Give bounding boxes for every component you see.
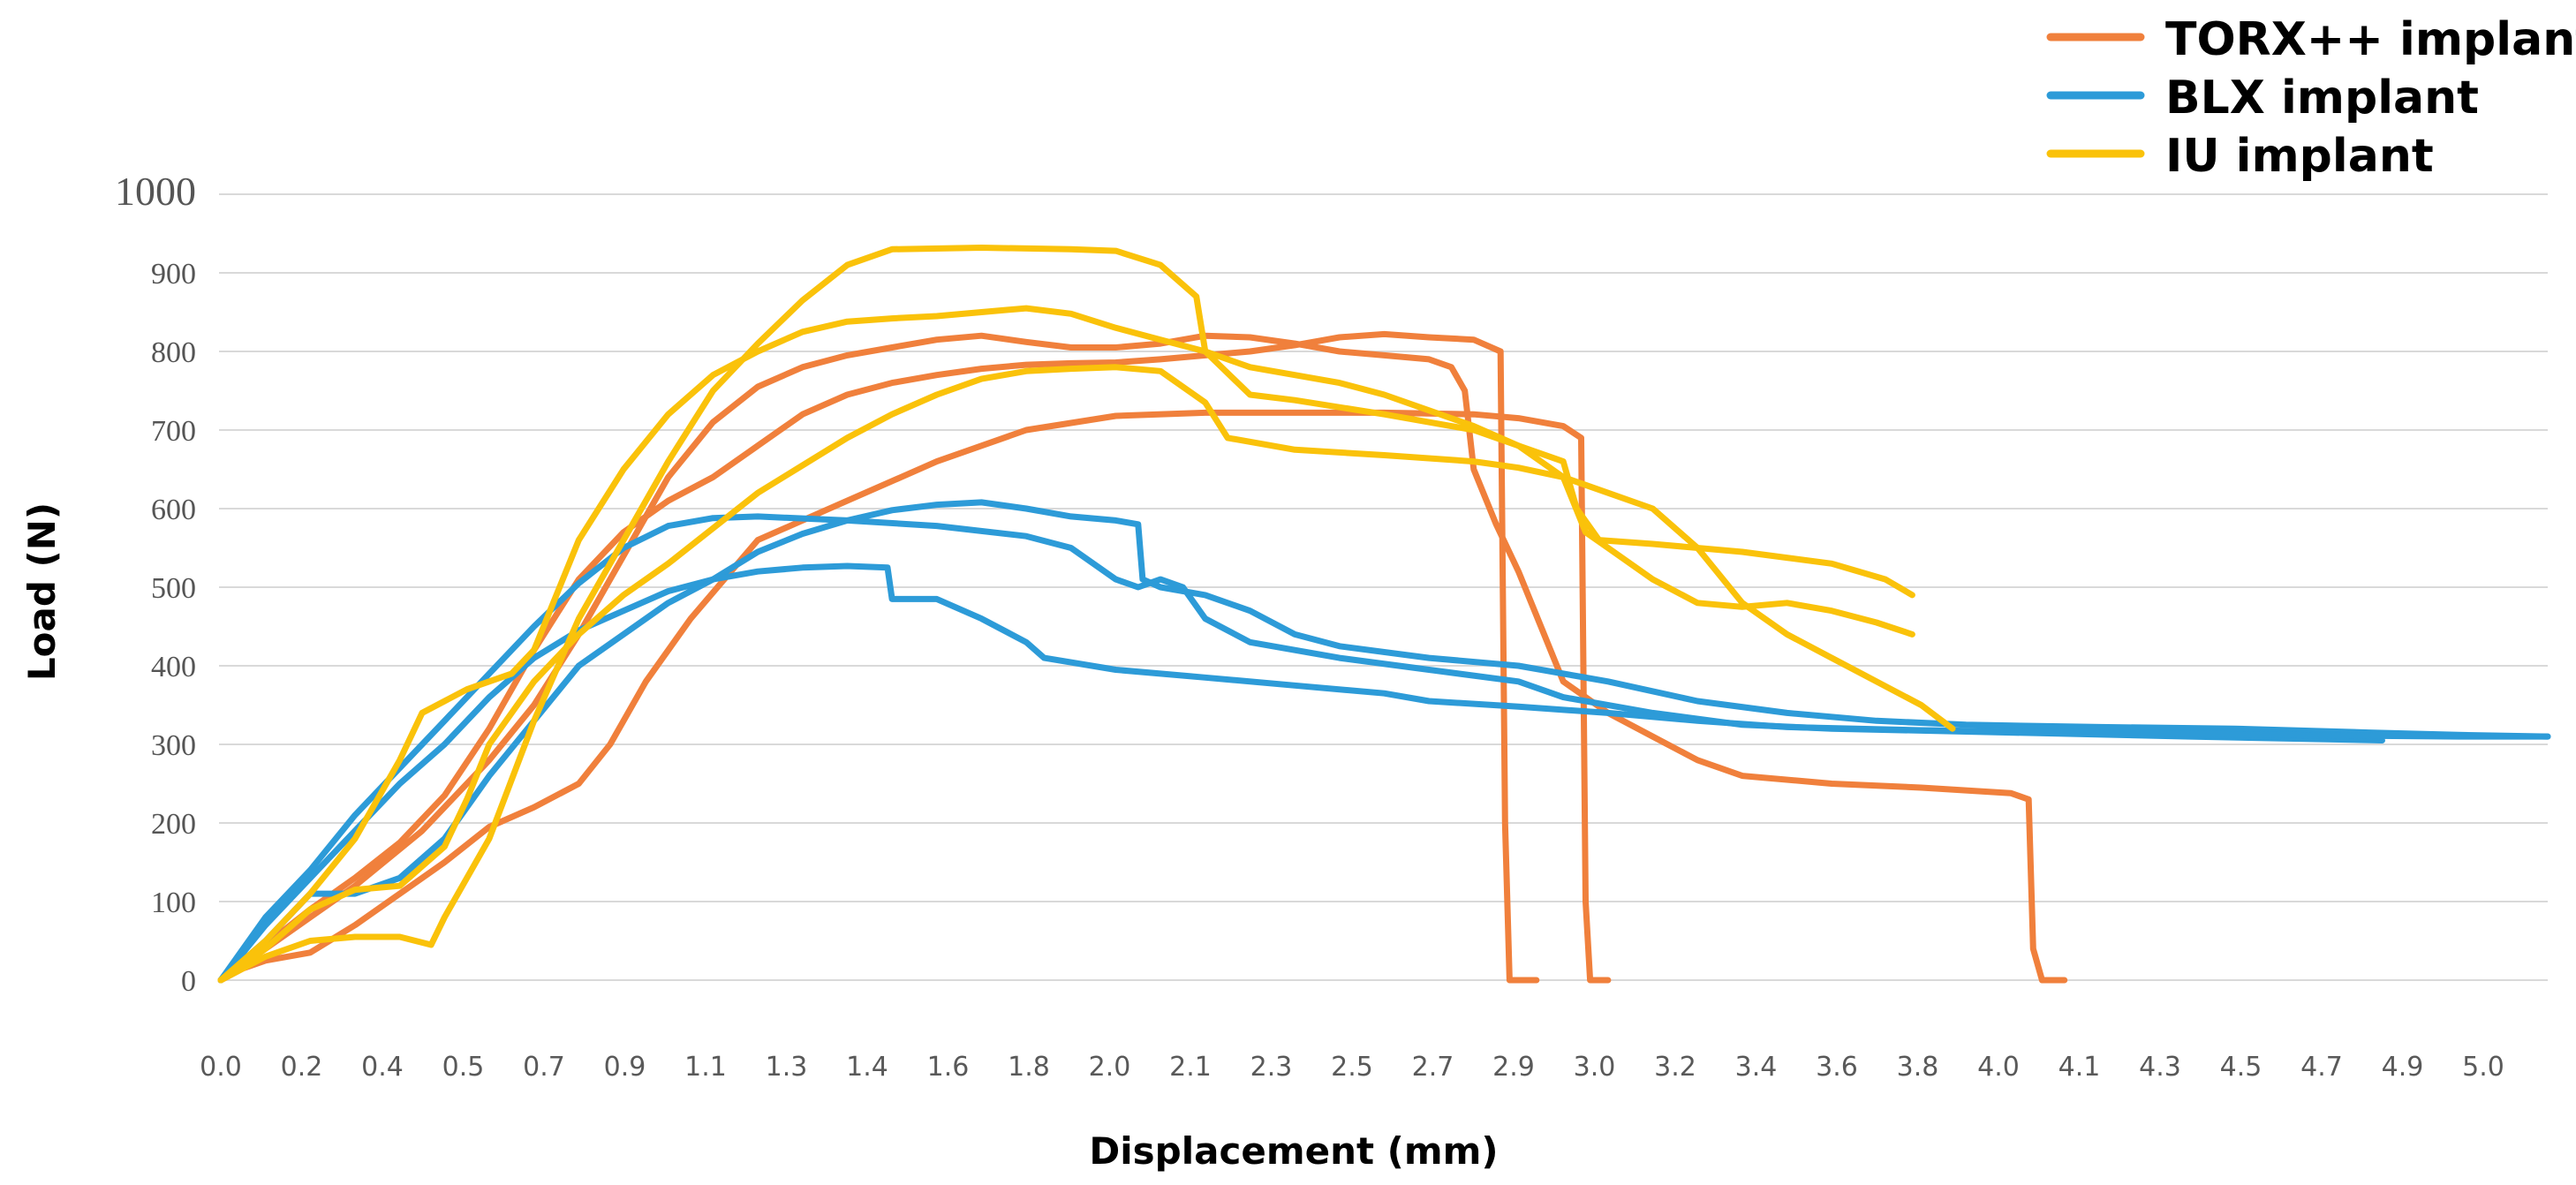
x-tick-label: 1.1 [684,1052,727,1083]
x-tick-label: 2.7 [1412,1052,1454,1083]
plot-area [217,245,2551,984]
x-tick-label: 2.0 [1089,1052,1131,1083]
x-tick-label: 1.4 [846,1052,888,1083]
y-axis-ticks: 0 100 200 300 400 500 600 700 800 900 1000 [115,169,196,998]
series-line-blx-implant-3 [217,499,2551,984]
x-tick-label: 3.6 [1816,1052,1858,1083]
series-line-torx-implant-1 [217,332,2068,984]
y-tick-label: 300 [151,729,196,762]
legend-label-iu: IU implant [2165,130,2434,183]
x-tick-label: 3.0 [1574,1052,1616,1083]
legend: TORX++ implant BLX implant IU implant [2046,13,2576,183]
x-tick-label: 2.1 [1169,1052,1212,1083]
y-tick-label: 1000 [115,169,196,214]
x-tick-label: 4.9 [2382,1052,2424,1083]
y-tick-label: 900 [151,258,196,291]
y-tick-label: 700 [151,415,196,448]
x-axis-ticks: 0.0 0.2 0.4 0.5 0.7 0.9 1.1 1.3 1.4 1.6 1.8 2.0 2.1 2… [200,1052,2504,1083]
gridlines [219,193,2548,981]
series-line-iu-implant-7 [217,305,1915,984]
y-tick-label: 600 [151,494,196,526]
x-axis-title: Displacement (mm) [1089,1129,1498,1173]
x-tick-label: 4.0 [1977,1052,2020,1083]
x-tick-label: 4.5 [2220,1052,2262,1083]
series-line-blx-implant-5 [217,562,2551,984]
x-tick-label: 0.2 [281,1052,323,1083]
series-line-blx-implant-4 [217,513,2385,984]
x-tick-label: 4.1 [2059,1052,2101,1083]
y-tick-label: 500 [151,572,196,605]
y-tick-label: 400 [151,651,196,683]
series-line-iu-implant-8 [217,364,1956,984]
x-tick-label: 0.9 [604,1052,646,1083]
x-tick-label: 0.5 [442,1052,485,1083]
series-line-iu-implant-6 [217,245,1915,984]
x-tick-label: 2.3 [1250,1052,1293,1083]
x-tick-label: 2.9 [1492,1052,1535,1083]
x-tick-label: 2.5 [1331,1052,1373,1083]
series-line-torx-implant-2 [217,330,1540,984]
x-tick-label: 0.0 [200,1052,242,1083]
x-tick-label: 0.7 [523,1052,565,1083]
y-tick-label: 100 [151,887,196,919]
y-tick-label: 0 [181,965,196,998]
legend-label-blx: BLX implant [2165,72,2479,125]
legend-label-torx: TORX++ implant [2165,13,2576,66]
x-tick-label: 1.8 [1008,1052,1050,1083]
x-tick-label: 0.4 [361,1052,404,1083]
x-tick-label: 1.3 [766,1052,808,1083]
x-tick-label: 4.7 [2300,1052,2343,1083]
y-axis-title: Load (N) [20,502,64,681]
y-tick-label: 800 [151,336,196,369]
y-tick-label: 200 [151,808,196,841]
x-tick-label: 3.2 [1654,1052,1696,1083]
x-tick-label: 4.3 [2139,1052,2181,1083]
x-tick-label: 3.8 [1897,1052,1939,1083]
x-tick-label: 5.0 [2462,1052,2504,1083]
x-tick-label: 1.6 [927,1052,970,1083]
x-tick-label: 3.4 [1735,1052,1778,1083]
